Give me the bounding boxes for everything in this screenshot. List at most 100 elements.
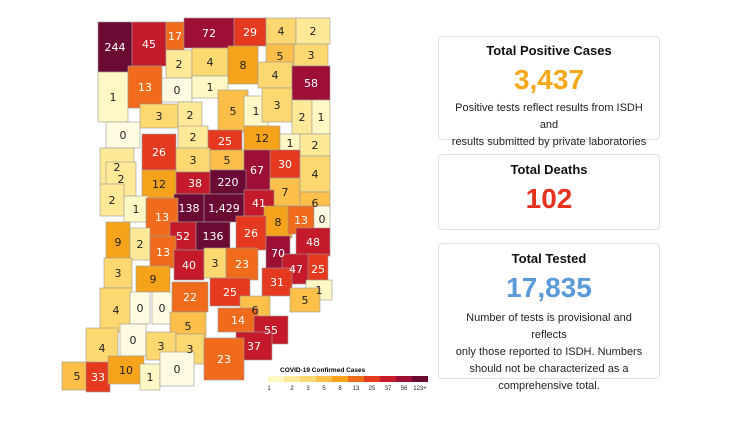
county-case-count: 1 [133,203,140,216]
county-case-count: 2 [312,139,319,152]
deaths-value: 102 [525,183,573,214]
total-tested-card: Total Tested 17,835 Number of tests is p… [438,243,660,392]
county-case-count: 26 [244,227,258,240]
county-case-count: 23 [235,258,249,271]
county-case-count: 138 [179,202,200,215]
county-case-count: 40 [182,259,196,272]
card-note-line: results submitted by private laboratorie… [451,136,647,148]
county-case-count: 1 [207,81,214,94]
county-case-count: 52 [176,230,190,243]
county-region [105,221,131,263]
county-case-count: 4 [99,342,106,355]
county-region [99,183,125,217]
legend-swatch [380,376,396,382]
county-case-count: 5 [302,294,309,307]
county-region [173,193,205,223]
county-case-count: 7 [282,186,289,199]
county-case-count: 5 [185,320,192,333]
county-region [135,265,171,293]
county-case-count: 12 [255,132,269,145]
legend-ticks: 1 2 3 5 8 13 25 37 56 123+ [267,386,427,392]
county-case-count: 3 [187,343,194,356]
tested-value: 17,835 [506,272,592,303]
card-note-line: should not be characterized as a [469,363,629,375]
county-case-count: 0 [159,302,166,315]
county-region [209,169,247,195]
county-case-count: 48 [306,236,320,249]
county-case-count: 0 [319,213,326,226]
legend-tick-label: 3 [306,386,310,392]
county-case-count: 29 [243,26,257,39]
legend-tick-label: 8 [338,386,342,392]
county-case-count: 8 [240,59,247,72]
county-case-count: 30 [278,158,292,171]
county-region [227,45,259,85]
county-region [127,65,163,109]
legend-swatch [412,376,428,382]
county-region [175,147,211,173]
county-case-count: 26 [152,146,166,159]
legend-swatch [332,376,348,382]
county-case-count: 4 [113,304,120,317]
county-region [289,287,321,313]
county-case-count: 17 [168,30,182,43]
legend-tick-label: 25 [369,386,376,392]
county-case-count: 13 [155,211,169,224]
county-case-count: 9 [115,236,122,249]
county-region [243,125,281,151]
county-region [105,121,141,149]
county-case-count: 14 [231,314,245,327]
county-case-count: 13 [156,246,170,259]
total-positive-cases-card: Total Positive Cases 3,437 Positive test… [438,36,660,148]
card-note-line: comprehensive total. [498,380,600,392]
legend-swatch [268,376,284,382]
county-case-count: 0 [174,84,181,97]
county-case-count: 45 [142,38,156,51]
county-region [243,149,271,191]
county-case-count: 3 [308,49,315,62]
county-case-count: 136 [203,230,224,243]
county-region [151,291,173,325]
county-case-count: 1 [287,137,294,150]
county-case-count: 3 [156,110,163,123]
legend-tick-label: 13 [353,386,360,392]
county-case-count: 23 [217,353,231,366]
county-case-count: 1,429 [208,202,240,215]
county-case-count: 0 [174,363,181,376]
county-region [225,247,259,281]
county-region [85,361,111,393]
county-region [159,351,195,387]
county-case-count: 9 [150,273,157,286]
county-case-count: 2 [299,111,306,124]
county-case-count: 70 [271,247,285,260]
county-region [107,355,145,385]
legend-title: COVID-19 Confirmed Cases [280,367,366,374]
county-case-count: 5 [224,154,231,167]
county-case-count: 2 [190,131,197,144]
county-case-count: 3 [274,99,281,112]
legend-tick-label: 123+ [413,386,427,392]
county-case-count: 6 [312,197,319,210]
county-case-count: 3 [190,154,197,167]
county-region [97,71,129,123]
county-region [141,169,177,199]
county-case-count: 2 [118,173,125,186]
card-note-line: Positive tests reflect results from ISDH… [455,102,643,131]
county-case-count: 13 [294,214,308,227]
legend-swatch [316,376,332,382]
county-case-count: 5 [230,105,237,118]
county-case-count: 2 [187,109,194,122]
positive-cases-value: 3,437 [513,64,585,95]
county-case-count: 5 [277,50,284,63]
county-case-count: 2 [137,238,144,251]
county-case-count: 22 [183,291,197,304]
card-title: Total Deaths [510,162,588,177]
county-case-count: 6 [252,304,259,317]
legend-swatches [268,376,428,382]
county-case-count: 3 [212,257,219,270]
county-case-count: 1 [253,105,260,118]
county-region [177,101,203,129]
county-case-count: 41 [252,197,266,210]
county-case-count: 2 [176,58,183,71]
county-case-count: 33 [91,371,105,384]
